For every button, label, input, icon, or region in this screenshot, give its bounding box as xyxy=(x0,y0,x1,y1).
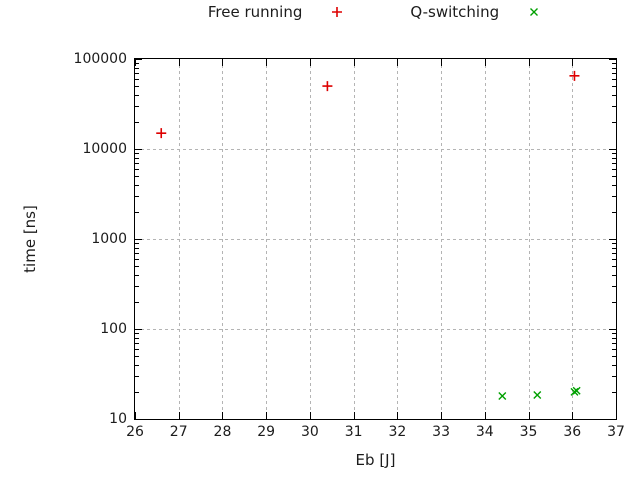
x-tick-label: 32 xyxy=(388,424,407,440)
y-tick-label: 10000 xyxy=(82,141,127,157)
x-tick-label: 30 xyxy=(300,424,319,440)
legend-label-free-running: Free running xyxy=(207,3,303,21)
legend-item-q-switching: Q-switching xyxy=(410,3,543,21)
plot-surface xyxy=(135,59,616,419)
axis-ticks xyxy=(135,59,616,419)
legend-item-free-running: Free running xyxy=(208,3,346,21)
x-tick-label: 34 xyxy=(475,424,494,440)
x-tick-label: 27 xyxy=(169,424,188,440)
x-tick-label: 29 xyxy=(257,424,276,440)
data-point-marker xyxy=(156,128,167,139)
series-q-switching xyxy=(498,386,581,401)
series-free-running xyxy=(156,70,580,139)
grid-lines xyxy=(135,59,616,419)
x-tick-label: 31 xyxy=(344,424,363,440)
x-axis-title: Eb [J] xyxy=(355,451,396,469)
x-tick-label: 33 xyxy=(432,424,450,440)
cross-marker-icon xyxy=(530,8,539,16)
y-tick-label: 10 xyxy=(109,411,127,427)
plus-marker-icon xyxy=(332,7,343,17)
data-point-marker xyxy=(533,390,542,399)
data-point-marker xyxy=(322,81,333,92)
legend-label-q-switching: Q-switching xyxy=(410,3,500,21)
x-tick-label: 28 xyxy=(213,424,232,440)
data-point-marker xyxy=(498,392,507,401)
x-tick-label: 26 xyxy=(126,424,144,440)
data-point-marker xyxy=(572,386,581,395)
legend: Free running Q-switching xyxy=(135,3,616,21)
x-tick-label: 35 xyxy=(519,424,538,440)
data-point-marker xyxy=(570,387,579,396)
data-point-marker xyxy=(569,70,580,81)
x-tick-label: 37 xyxy=(607,424,625,440)
x-tick-label: 36 xyxy=(563,424,582,440)
plot-area xyxy=(134,58,617,420)
y-tick-label: 100000 xyxy=(73,51,127,67)
y-tick-label: 100 xyxy=(100,321,127,337)
y-tick-label: 1000 xyxy=(91,231,127,247)
